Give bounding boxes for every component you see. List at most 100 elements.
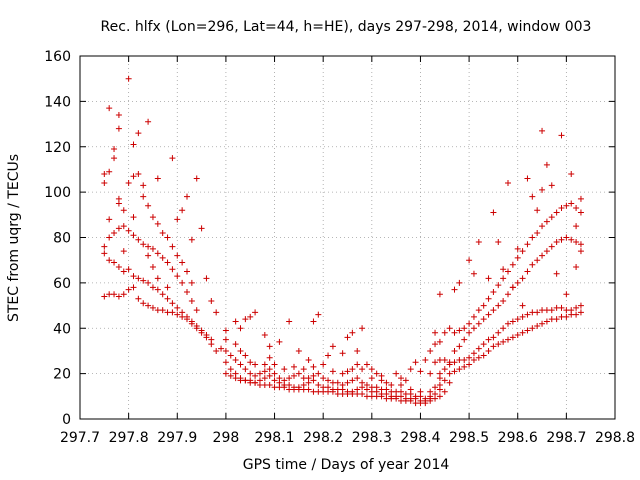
data-point [159, 254, 166, 261]
data-point [145, 202, 152, 209]
data-point [466, 329, 473, 336]
data-point [145, 252, 152, 259]
data-point [261, 332, 268, 339]
tick-labels: 297.7 297.8 297.9 298 298.1 298.2 298.3 298.4 29… [44, 49, 635, 446]
data-point [529, 261, 536, 268]
data-point [524, 175, 531, 182]
data-point [140, 182, 147, 189]
data-point [218, 345, 225, 352]
data-point [436, 381, 443, 388]
data-point [436, 338, 443, 345]
data-point [534, 207, 541, 214]
data-point [188, 236, 195, 243]
data-point [213, 347, 220, 354]
data-point [232, 357, 239, 364]
data-point [120, 248, 127, 255]
data-point [159, 307, 166, 314]
data-point [222, 347, 229, 354]
data-point [505, 180, 511, 187]
data-point [475, 307, 482, 314]
data-point [573, 205, 580, 212]
data-point [398, 388, 404, 395]
data-point [179, 279, 186, 286]
data-point [490, 209, 497, 216]
x-tick-label: 298.6 [498, 430, 538, 446]
data-point [227, 372, 234, 379]
grid [80, 56, 615, 419]
data-point [115, 263, 122, 270]
data-point [485, 311, 492, 318]
data-point [524, 327, 531, 334]
data-point [427, 388, 434, 395]
data-point [130, 284, 137, 291]
data-point [446, 359, 453, 366]
data-point [159, 291, 166, 298]
data-point [529, 193, 536, 200]
data-point [174, 273, 181, 280]
data-point [188, 279, 195, 286]
data-point [159, 229, 166, 236]
data-point [470, 350, 477, 357]
data-point [573, 223, 580, 230]
data-point [558, 304, 565, 311]
data-point [470, 313, 477, 320]
data-point [568, 307, 575, 314]
data-point [354, 386, 361, 393]
data-point [247, 370, 254, 377]
data-point [281, 366, 288, 373]
data-point [198, 225, 205, 232]
x-tick-label: 298.4 [400, 430, 440, 446]
data-point [563, 234, 570, 241]
data-point [213, 309, 220, 316]
data-point [363, 361, 370, 368]
data-point [286, 318, 293, 325]
data-point [169, 243, 176, 250]
data-point [125, 286, 132, 293]
data-point [534, 257, 541, 264]
data-point [436, 393, 443, 400]
data-point [145, 118, 152, 125]
data-point [475, 239, 482, 246]
x-tick-label: 298 [213, 430, 240, 446]
data-point [480, 341, 487, 348]
data-point [329, 343, 336, 350]
data-point [529, 325, 536, 332]
data-point [500, 338, 507, 345]
data-point [305, 386, 312, 393]
data-point [174, 252, 181, 259]
data-point [456, 343, 463, 350]
data-point [529, 234, 536, 241]
data-point [407, 386, 414, 393]
data-point [227, 352, 234, 359]
data-point [208, 336, 215, 343]
data-point [203, 275, 210, 282]
data-point [208, 298, 215, 305]
data-point [325, 377, 332, 384]
data-point [237, 361, 244, 368]
data-point [145, 302, 152, 309]
data-point [193, 307, 200, 314]
data-point [111, 259, 118, 266]
data-point [398, 381, 404, 388]
data-point [184, 313, 190, 320]
data-point [135, 170, 142, 177]
data-point [344, 368, 351, 375]
data-point [256, 377, 263, 384]
data-point [154, 250, 161, 257]
data-point [222, 327, 229, 334]
data-point [252, 361, 259, 368]
data-point [115, 111, 122, 118]
data-point [573, 239, 580, 246]
data-point [120, 223, 127, 230]
data-point [456, 366, 463, 373]
x-tick-label: 297.7 [60, 430, 100, 446]
data-point [378, 372, 385, 379]
data-point [300, 366, 307, 373]
data-point [266, 343, 273, 350]
data-point [548, 214, 555, 221]
data-point [412, 359, 419, 366]
data-point [174, 216, 181, 223]
data-point [519, 329, 526, 336]
data-point [154, 220, 161, 227]
data-point [106, 105, 113, 112]
